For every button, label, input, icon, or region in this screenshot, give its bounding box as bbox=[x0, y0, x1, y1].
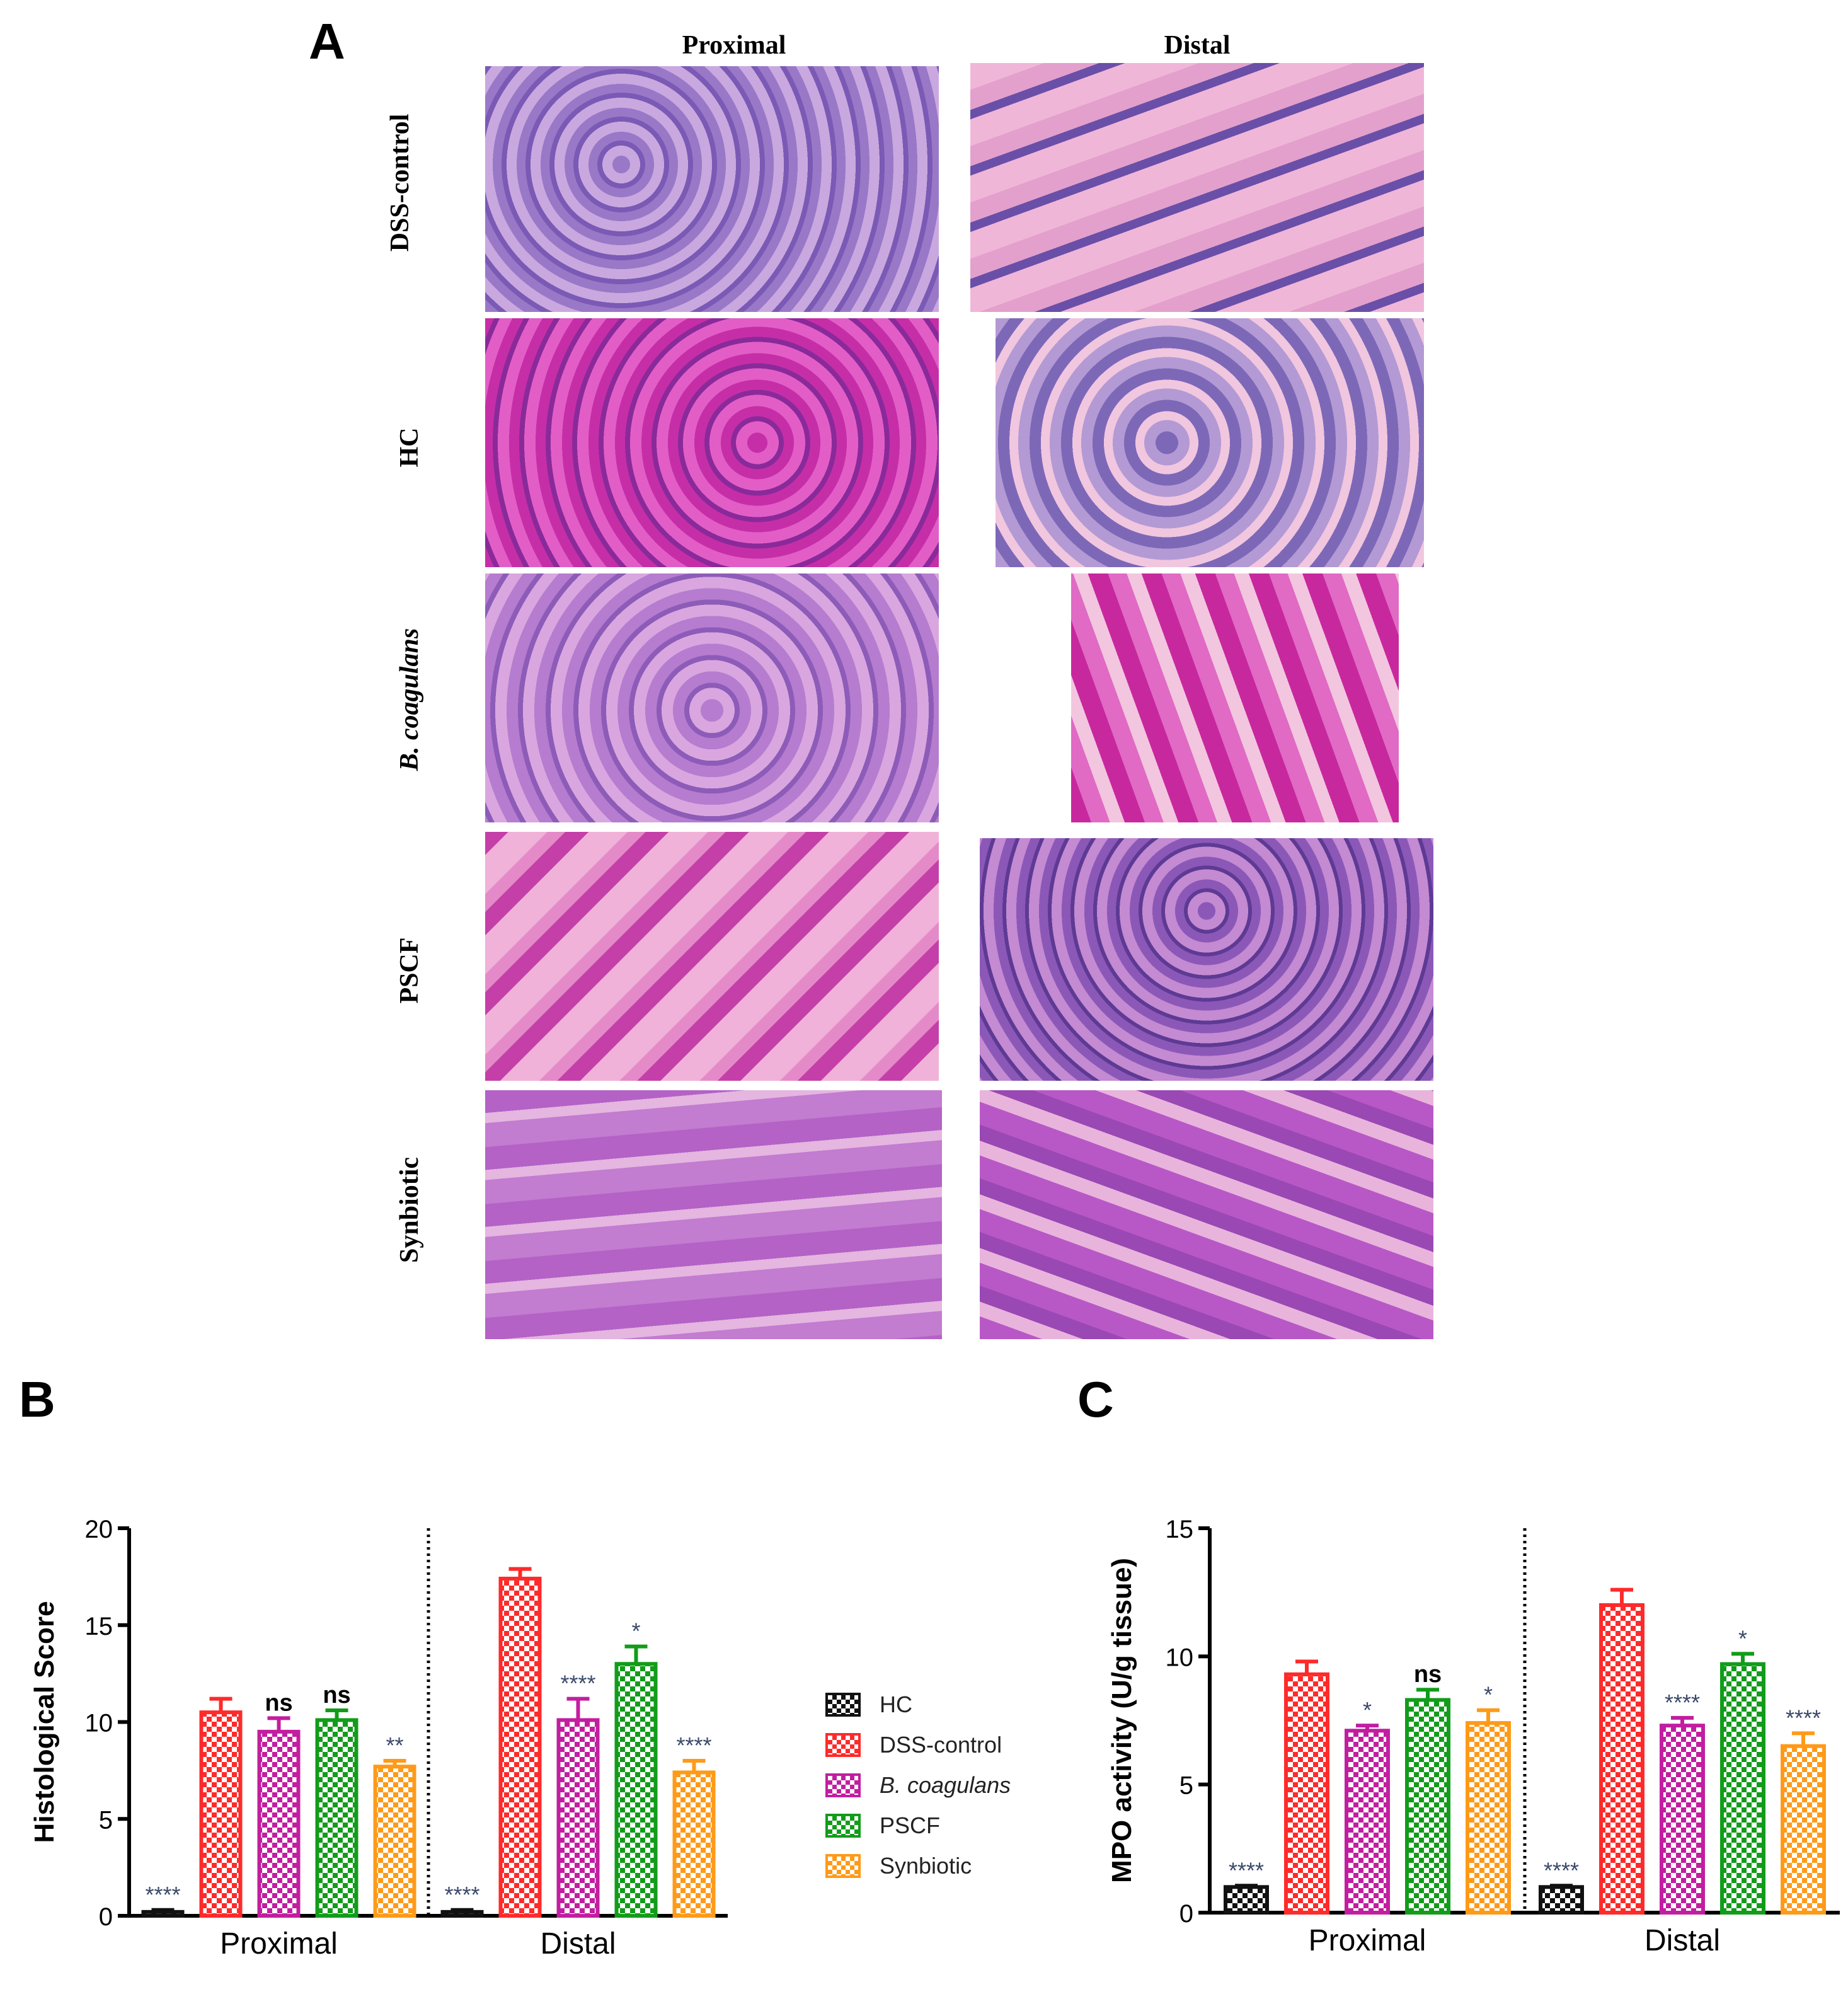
bar-distal-pscf bbox=[614, 1662, 658, 1918]
histological-score-chart: Histological Score 0 5 10 15 20 **** ns ns ** Prox… bbox=[29, 1516, 728, 1961]
y-axis-label: MPO activity (U/g tissue) bbox=[1106, 1558, 1137, 1883]
panel-c-letter: C bbox=[1077, 1371, 1114, 1427]
micrograph-hc-distal bbox=[996, 318, 1424, 567]
bar-proximal-synbiotic bbox=[373, 1765, 416, 1918]
y-tick-label: 20 bbox=[85, 1516, 113, 1543]
mpo-activity-chart: MPO activity (U/g tissue)051015*****ns*P… bbox=[1106, 1516, 1840, 1957]
significance-label: **** bbox=[1786, 1705, 1821, 1731]
row-label-dss-control: DSS-control bbox=[386, 113, 415, 252]
bar-distal-hc bbox=[1539, 1885, 1584, 1915]
micrograph-bcoag-distal bbox=[1071, 573, 1399, 822]
micrograph-dss-proximal bbox=[485, 66, 939, 312]
row-label-hc: HC bbox=[395, 427, 424, 468]
legend-swatch bbox=[825, 1854, 861, 1878]
bar-proximal-b-coagulans bbox=[1345, 1729, 1390, 1915]
bar-proximal-b-coagulans bbox=[257, 1729, 301, 1918]
significance-label: **** bbox=[1229, 1857, 1264, 1883]
panel-b-letter: B bbox=[19, 1371, 55, 1427]
legend-label: B. coagulans bbox=[880, 1772, 1011, 1798]
bar-distal-b-coagulans bbox=[556, 1718, 600, 1918]
legend-swatch bbox=[825, 1693, 861, 1717]
y-tick-label: 15 bbox=[1166, 1516, 1194, 1543]
legend-item-hc: HC bbox=[825, 1689, 912, 1720]
significance-label: **** bbox=[444, 1882, 479, 1908]
bar-proximal-synbiotic bbox=[1466, 1721, 1511, 1915]
significance-label: * bbox=[1363, 1697, 1372, 1723]
row-label-synbiotic: Synbiotic bbox=[395, 1156, 424, 1264]
row-label-b-coagulans: B. coagulans bbox=[395, 628, 424, 771]
legend-swatch bbox=[825, 1773, 861, 1797]
legend-swatch bbox=[825, 1814, 861, 1838]
row-label-pscf: PSCF bbox=[395, 937, 424, 1004]
y-tick-label: 5 bbox=[99, 1806, 113, 1834]
bar-proximal-hc bbox=[1224, 1885, 1269, 1915]
y-tick-label: 15 bbox=[85, 1613, 113, 1640]
bar-proximal-pscf bbox=[1405, 1698, 1450, 1915]
significance-label: **** bbox=[676, 1732, 711, 1758]
bar-distal-dss-control bbox=[1599, 1603, 1644, 1915]
significance-label: **** bbox=[145, 1882, 180, 1908]
micrograph-pscf-proximal bbox=[485, 832, 939, 1081]
bar-distal-hc bbox=[440, 1909, 484, 1918]
micrograph-synbiotic-proximal bbox=[485, 1090, 942, 1339]
y-axis-label: Histological Score bbox=[29, 1601, 60, 1843]
significance-label: **** bbox=[560, 1671, 595, 1696]
significance-label: **** bbox=[1665, 1690, 1700, 1715]
significance-label: **** bbox=[1544, 1857, 1579, 1883]
significance-label: * bbox=[1738, 1625, 1747, 1651]
legend-label: PSCF bbox=[880, 1812, 941, 1838]
panel-a-letter: A bbox=[309, 13, 345, 69]
significance-label: ** bbox=[386, 1732, 403, 1758]
significance-label: ns bbox=[265, 1690, 292, 1716]
significance-label: ns bbox=[323, 1682, 350, 1708]
bar-distal-pscf bbox=[1720, 1662, 1765, 1915]
micrograph-bcoag-proximal bbox=[485, 573, 939, 822]
bar-proximal-dss-control bbox=[1284, 1672, 1329, 1915]
micrograph-pscf-distal bbox=[980, 838, 1433, 1081]
legend-item-pscf: PSCF bbox=[825, 1810, 940, 1841]
column-title-distal: Distal bbox=[1164, 31, 1231, 60]
legend-label: HC bbox=[880, 1691, 912, 1717]
x-category-label-proximal: Proximal bbox=[220, 1927, 338, 1961]
x-category-label-distal: Distal bbox=[1644, 1924, 1720, 1957]
legend-label: Synbiotic bbox=[880, 1853, 972, 1879]
y-tick-label: 0 bbox=[99, 1903, 113, 1931]
micrograph-dss-distal bbox=[970, 63, 1424, 312]
x-category-label-distal: Distal bbox=[540, 1927, 616, 1961]
bar-proximal-dss-control bbox=[199, 1710, 243, 1918]
legend: HC DSS-control B. coagulans PSCF Synbiotic bbox=[825, 1689, 1033, 1891]
micrograph-synbiotic-distal bbox=[980, 1090, 1433, 1339]
significance-label: ns bbox=[1414, 1661, 1442, 1688]
y-tick-label: 10 bbox=[85, 1710, 113, 1737]
x-category-label-proximal: Proximal bbox=[1309, 1924, 1426, 1957]
legend-item-synbiotic: Synbiotic bbox=[825, 1850, 972, 1882]
legend-item-dss-control: DSS-control bbox=[825, 1729, 1002, 1761]
legend-label: DSS-control bbox=[880, 1732, 1002, 1758]
bar-distal-synbiotic bbox=[1781, 1744, 1826, 1915]
y-tick-label: 10 bbox=[1166, 1644, 1194, 1671]
significance-label: * bbox=[1484, 1682, 1493, 1708]
legend-item-b-coagulans: B. coagulans bbox=[825, 1770, 1011, 1801]
legend-swatch bbox=[825, 1733, 861, 1757]
column-title-proximal: Proximal bbox=[682, 31, 786, 60]
bar-proximal-hc bbox=[141, 1909, 185, 1918]
bar-distal-synbiotic bbox=[672, 1770, 716, 1918]
bar-distal-dss-control bbox=[498, 1576, 542, 1918]
y-tick-label: 5 bbox=[1179, 1772, 1193, 1800]
bar-distal-b-coagulans bbox=[1660, 1724, 1705, 1915]
significance-label: * bbox=[631, 1618, 640, 1644]
micrograph-hc-proximal bbox=[485, 318, 939, 567]
bar-proximal-pscf bbox=[315, 1718, 359, 1918]
y-tick-label: 0 bbox=[1179, 1900, 1193, 1928]
